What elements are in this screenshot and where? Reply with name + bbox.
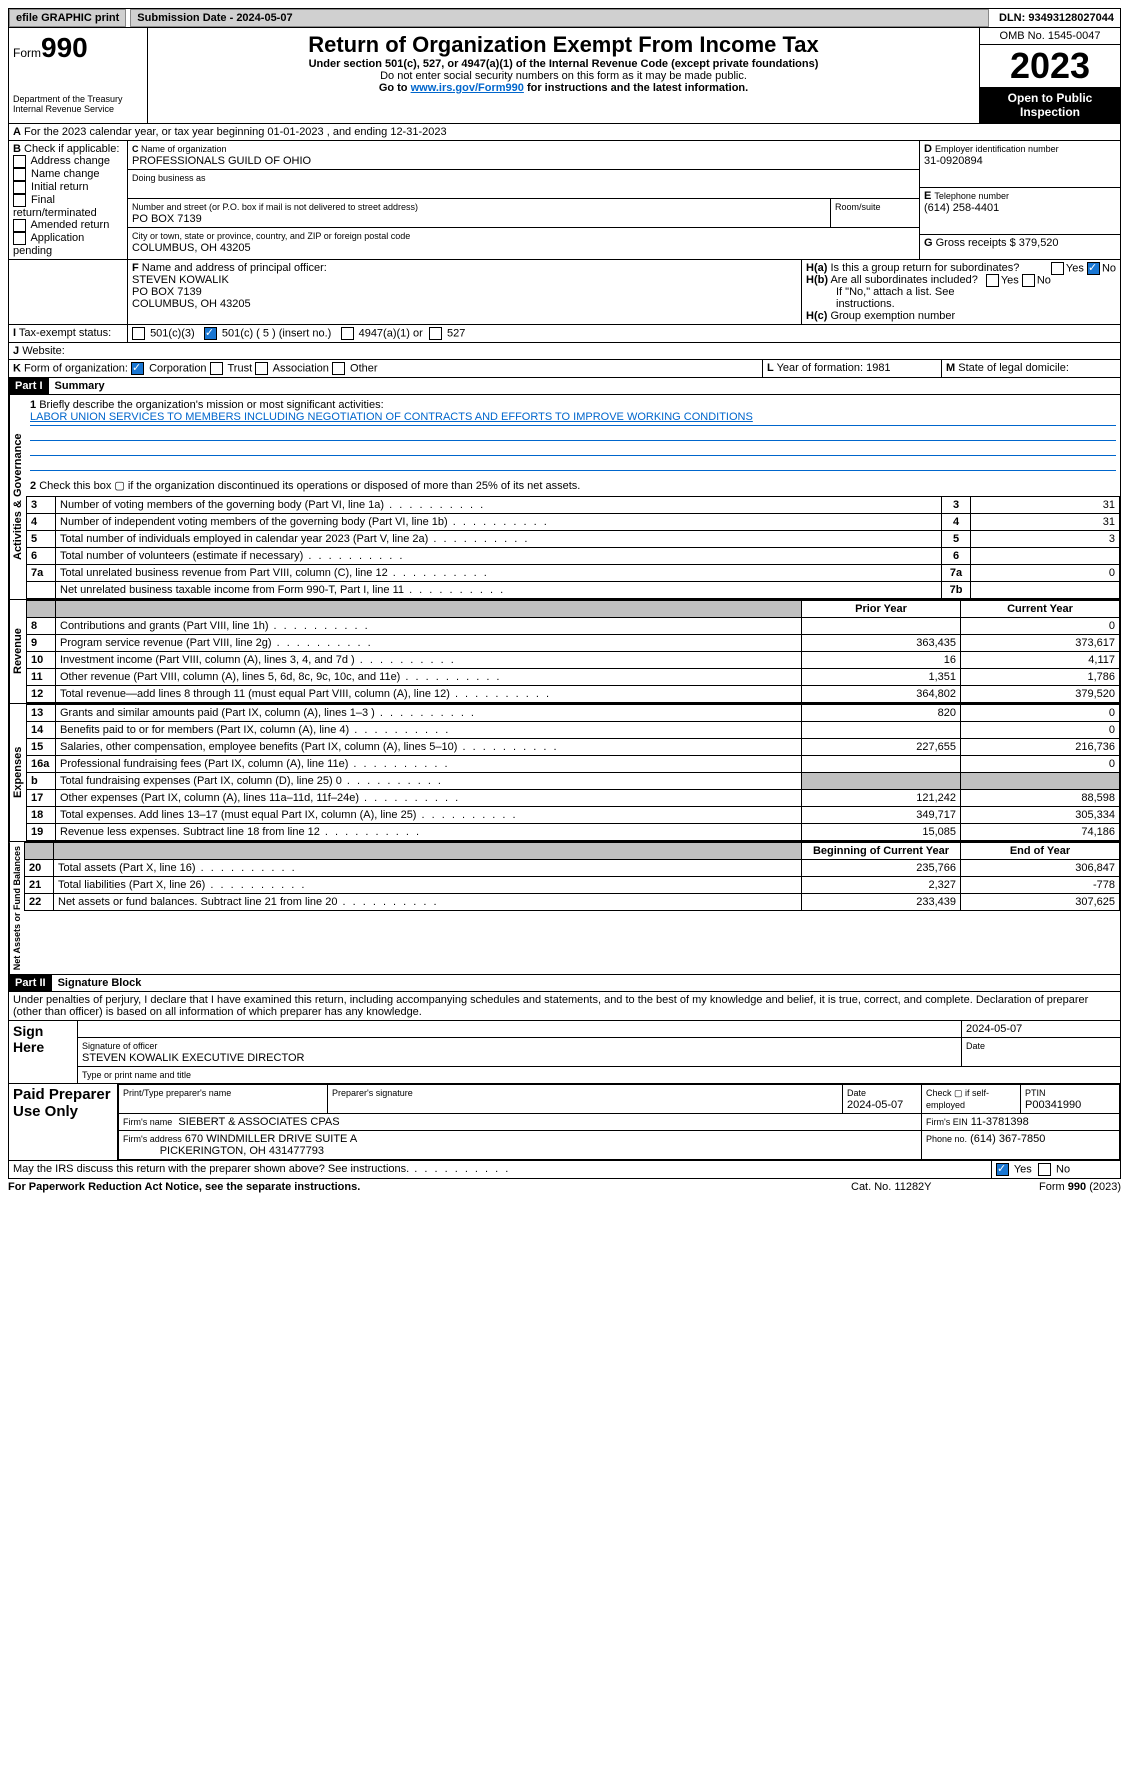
b-opt-checkbox[interactable] [13, 168, 26, 181]
perjury-declaration: Under penalties of perjury, I declare th… [8, 992, 1121, 1021]
b-opt-checkbox[interactable] [13, 232, 26, 245]
netassets-label: Net Assets or Fund Balances [9, 842, 24, 974]
year-formation: 1981 [866, 362, 890, 374]
org-city: COLUMBUS, OH 43205 [132, 242, 251, 254]
part1-expenses: Expenses 13Grants and similar amounts pa… [8, 704, 1121, 842]
part2-header: Part IISignature Block [8, 975, 1121, 992]
open-inspection: Open to Public Inspection [980, 87, 1120, 123]
section-f-h: F Name and address of principal officer:… [8, 260, 1121, 325]
form-footer: Form 990 (2023) [1001, 1181, 1121, 1193]
subtitle-1: Under section 501(c), 527, or 4947(a)(1)… [152, 58, 975, 70]
section-j: J Website: [8, 343, 1121, 360]
firm-name: SIEBERT & ASSOCIATES CPAS [178, 1116, 339, 1128]
activities-governance-label: Activities & Governance [9, 395, 26, 599]
ptin: P00341990 [1025, 1099, 1081, 1111]
b-opt-checkbox[interactable] [13, 194, 26, 207]
section-b-to-g: B Check if applicable: Address change Na… [8, 141, 1121, 260]
firm-ein: 11-3781398 [971, 1116, 1029, 1128]
part1-revenue: Revenue Prior YearCurrent Year8Contribut… [8, 600, 1121, 704]
b-opt-checkbox[interactable] [13, 181, 26, 194]
efile-print-button[interactable]: efile GRAPHIC print [9, 9, 126, 27]
form-title: Return of Organization Exempt From Incom… [152, 32, 975, 58]
officer-name: STEVEN KOWALIK [132, 274, 229, 286]
expenses-label: Expenses [9, 704, 26, 841]
part1-body: Activities & Governance 1 Briefly descri… [8, 395, 1121, 600]
sign-here-block: Sign Here 2024-05-07 Signature of office… [8, 1021, 1121, 1084]
footer: For Paperwork Reduction Act Notice, see … [8, 1179, 1121, 1195]
topbar: efile GRAPHIC print Submission Date - 20… [8, 8, 1121, 28]
b-opt-checkbox[interactable] [13, 219, 26, 232]
trust-checkbox[interactable] [210, 362, 223, 375]
subtitle-3: Go to www.irs.gov/Form990 for instructio… [152, 82, 975, 94]
gross-receipts: 379,520 [1019, 237, 1059, 249]
dept-treasury: Department of the Treasury [13, 94, 143, 104]
section-i: I Tax-exempt status: 501(c)(3) 501(c) ( … [8, 325, 1121, 343]
h-a-no-checkbox[interactable] [1087, 262, 1100, 275]
h-b-no-checkbox[interactable] [1022, 274, 1035, 287]
org-name: PROFESSIONALS GUILD OF OHIO [132, 155, 311, 167]
line-a: A For the 2023 calendar year, or tax yea… [8, 124, 1121, 141]
phone: (614) 258-4401 [924, 202, 999, 214]
discuss-row: May the IRS discuss this return with the… [8, 1161, 1121, 1179]
discuss-yes-checkbox[interactable] [996, 1163, 1009, 1176]
sign-date: 2024-05-07 [961, 1021, 1120, 1037]
assoc-checkbox[interactable] [255, 362, 268, 375]
irs-label: Internal Revenue Service [13, 104, 143, 114]
527-checkbox[interactable] [429, 327, 442, 340]
omb-number: OMB No. 1545-0047 [980, 28, 1120, 45]
paid-preparer-block: Paid Preparer Use Only Print/Type prepar… [8, 1084, 1121, 1161]
mission-text: LABOR UNION SERVICES TO MEMBERS INCLUDIN… [30, 411, 1116, 426]
discuss-no-checkbox[interactable] [1038, 1163, 1051, 1176]
501c-checkbox[interactable] [204, 327, 217, 340]
submission-date: Submission Date - 2024-05-07 [130, 9, 989, 27]
section-klm: K Form of organization: Corporation Trus… [8, 360, 1121, 378]
ein: 31-0920894 [924, 155, 983, 167]
org-address: PO BOX 7139 [132, 213, 202, 225]
irs-link[interactable]: www.irs.gov/Form990 [411, 82, 524, 94]
firm-addr: 670 WINDMILLER DRIVE SUITE A [185, 1133, 357, 1145]
firm-phone: (614) 367-7850 [970, 1133, 1045, 1145]
dln: DLN: 93493128027044 [993, 10, 1120, 26]
form-number: Form990 [13, 32, 143, 64]
corp-checkbox[interactable] [131, 362, 144, 375]
501c3-checkbox[interactable] [132, 327, 145, 340]
part1-header: Part ISummary [8, 378, 1121, 395]
part1-netassets: Net Assets or Fund Balances Beginning of… [8, 842, 1121, 975]
b-opt-checkbox[interactable] [13, 155, 26, 168]
officer-signature: STEVEN KOWALIK EXECUTIVE DIRECTOR [82, 1052, 305, 1064]
form-header: Form990 Department of the Treasury Inter… [8, 28, 1121, 124]
other-checkbox[interactable] [332, 362, 345, 375]
4947-checkbox[interactable] [341, 327, 354, 340]
tax-year: 2023 [980, 45, 1120, 87]
h-a-yes-checkbox[interactable] [1051, 262, 1064, 275]
revenue-label: Revenue [9, 600, 26, 703]
h-b-yes-checkbox[interactable] [986, 274, 999, 287]
subtitle-2: Do not enter social security numbers on … [152, 70, 975, 82]
